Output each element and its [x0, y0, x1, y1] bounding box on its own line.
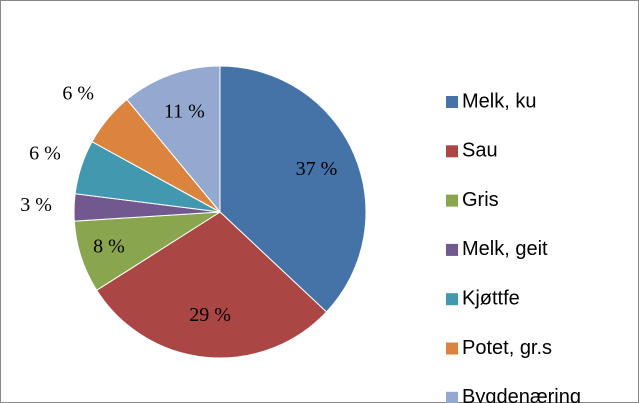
data-label: 6 % [62, 82, 94, 104]
pie-slice [96, 211, 328, 359]
data-label: 6 % [29, 143, 61, 165]
pie-slice [126, 65, 221, 214]
legend-label: Sau [462, 140, 498, 162]
legend-label: Melk, ku [462, 90, 536, 112]
data-label: 11 % [164, 101, 205, 123]
legend-label: Bygdenæring [462, 386, 581, 403]
legend-swatch [446, 293, 458, 306]
legend-label: Melk, geit [462, 238, 548, 260]
data-label: 29 % [189, 304, 231, 326]
legend-swatch [446, 194, 458, 207]
legend-swatch [446, 96, 458, 108]
pie-slice [219, 65, 367, 313]
legend-swatch [446, 145, 458, 158]
legend-swatch [446, 243, 458, 256]
legend-swatch [446, 342, 458, 355]
legend-label: Kjøttfe [462, 287, 520, 309]
data-label: 37 % [296, 158, 338, 180]
data-label: 3 % [20, 194, 52, 216]
data-label: 8 % [93, 236, 125, 258]
legend-swatch [446, 391, 458, 403]
legend-label: Gris [462, 189, 499, 211]
legend-label: Potet, gr.s [462, 337, 552, 359]
